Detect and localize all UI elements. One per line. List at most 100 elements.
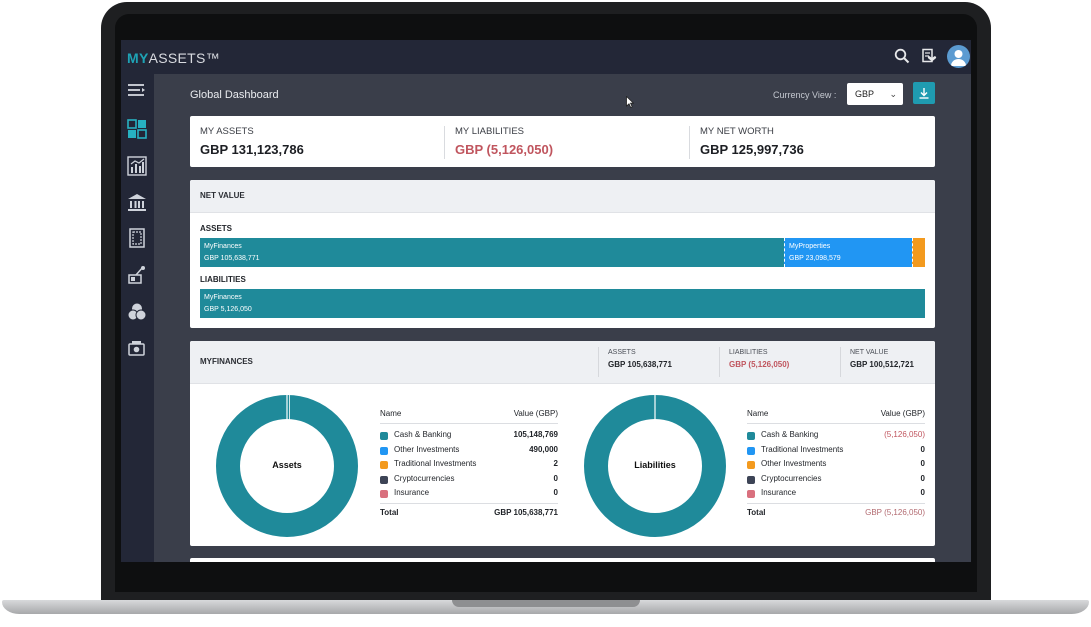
row-name: Cryptocurrencies xyxy=(394,473,455,483)
table-row: Cryptocurrencies 0 xyxy=(380,474,558,486)
row-name: Other Investments xyxy=(394,444,460,454)
table-row: Traditional Investments 2 xyxy=(380,459,558,471)
row-value: 2 xyxy=(553,459,558,468)
my-liabilities-summary: MY LIABILITIES GBP (5,126,050) xyxy=(455,126,554,157)
app-screen: MYASSETS™ xyxy=(121,40,971,562)
currency-selected-value: GBP xyxy=(855,89,875,99)
bar-segment-other[interactable] xyxy=(912,238,925,267)
table-header: Name Value (GBP) xyxy=(747,409,925,418)
bar-segment-myfinances[interactable]: MyFinances GBP 5,126,050 xyxy=(200,289,925,318)
total-row: Total GBP (5,126,050) xyxy=(747,508,925,517)
summary-card: MY ASSETS GBP 131,123,786 MY LIABILITIES… xyxy=(190,116,935,167)
net-value-card: NET VALUE ASSETS MyFinances GBP 105,638,7… xyxy=(190,180,935,328)
collectibles-icon[interactable] xyxy=(126,302,148,324)
row-value: 0 xyxy=(920,459,925,468)
summary-divider xyxy=(689,126,690,159)
dashboard-icon[interactable] xyxy=(126,119,148,141)
table-row: Cash & Banking (5,126,050) xyxy=(747,430,925,442)
properties-bank-icon[interactable] xyxy=(126,192,148,214)
user-avatar-icon[interactable] xyxy=(947,45,970,68)
bar-segment-value: GBP 23,098,579 xyxy=(789,255,841,262)
liabilities-bar: MyFinances GBP 5,126,050 xyxy=(200,289,925,318)
finances-chart-icon[interactable] xyxy=(126,156,148,178)
row-value: 0 xyxy=(553,488,558,497)
stat-divider xyxy=(598,347,599,377)
row-value: 0 xyxy=(920,444,925,454)
row-name: Traditional Investments xyxy=(761,444,844,454)
valuables-icon[interactable] xyxy=(126,265,148,287)
search-icon[interactable] xyxy=(893,48,911,66)
sidebar xyxy=(121,74,154,562)
document-heart-icon[interactable] xyxy=(920,48,938,66)
stat-divider xyxy=(719,347,720,377)
bar-segment-myfinances[interactable]: MyFinances GBP 105,638,771 xyxy=(200,238,784,267)
bar-segment-name: MyProperties xyxy=(789,243,831,250)
bar-segment-value: GBP 105,638,771 xyxy=(204,255,260,262)
myfinances-header: MYFINANCES ASSETS GBP 105,638,771 LIABIL… xyxy=(190,341,935,384)
row-value: 105,148,769 xyxy=(513,430,559,439)
top-bar: MYASSETS™ xyxy=(121,40,971,74)
assets-donut-chart xyxy=(216,394,358,537)
myfinances-card: MYFINANCES ASSETS GBP 105,638,771 LIABIL… xyxy=(190,341,935,546)
row-name: Cash & Banking xyxy=(394,430,452,439)
assets-bar: MyFinances GBP 105,638,771 MyProperties GBP… xyxy=(200,238,925,267)
liabilities-donut-chart xyxy=(584,394,726,537)
download-button[interactable] xyxy=(913,82,935,104)
mouse-cursor-icon xyxy=(626,96,634,108)
total-label: Total xyxy=(380,508,399,517)
summary-divider xyxy=(444,126,445,159)
total-row: Total GBP 105,638,771 xyxy=(380,508,558,517)
download-icon xyxy=(919,88,929,99)
currency-select[interactable]: GBP ⌄ xyxy=(847,83,903,105)
chevron-down-icon: ⌄ xyxy=(889,89,897,99)
legend-swatch xyxy=(380,461,388,469)
myfinances-liabilities-stat: LIABILITIES GBP (5,126,050) xyxy=(729,349,790,369)
legend-swatch xyxy=(747,461,755,469)
header-divider xyxy=(747,423,925,424)
row-name: Cryptocurrencies xyxy=(761,473,822,483)
total-value: GBP (5,126,050) xyxy=(865,508,925,517)
row-value: 0 xyxy=(920,488,925,497)
myfinances-assets-stat: ASSETS GBP 105,638,771 xyxy=(608,349,672,369)
assets-breakdown-table: Name Value (GBP) Cash & Banking 105,148,7… xyxy=(380,409,558,519)
row-name: Insurance xyxy=(394,488,430,497)
my-assets-summary: MY ASSETS GBP 131,123,786 xyxy=(200,126,304,157)
table-row: Traditional Investments 0 xyxy=(747,445,925,457)
documents-icon[interactable] xyxy=(126,228,148,250)
legend-swatch xyxy=(380,432,388,440)
bar-segment-name: MyFinances xyxy=(204,243,242,250)
liabilities-breakdown-table: Name Value (GBP) Cash & Banking (5,126,05… xyxy=(747,409,925,519)
legend-swatch xyxy=(380,446,388,455)
legend-swatch xyxy=(747,475,755,484)
total-divider xyxy=(747,503,925,504)
row-value: 490,000 xyxy=(529,444,558,454)
insurance-icon[interactable] xyxy=(126,339,148,361)
row-name: Traditional Investments xyxy=(394,459,477,468)
table-row: Insurance 0 xyxy=(747,488,925,500)
legend-swatch xyxy=(747,446,755,455)
table-header: Name Value (GBP) xyxy=(380,409,558,418)
table-row: Other Investments 0 xyxy=(747,459,925,471)
net-value-header: NET VALUE xyxy=(190,180,935,213)
table-row: Other Investments 490,000 xyxy=(380,445,558,457)
header-divider xyxy=(380,423,558,424)
row-name: Cash & Banking xyxy=(761,430,819,439)
laptop-base xyxy=(2,600,1089,614)
page-title: Global Dashboard xyxy=(190,89,279,101)
total-divider xyxy=(380,503,558,504)
assets-section-label: ASSETS xyxy=(200,224,233,233)
total-value: GBP 105,638,771 xyxy=(494,508,558,517)
row-value: 0 xyxy=(553,473,558,483)
liabilities-section-label: LIABILITIES xyxy=(200,275,246,284)
table-row: Cash & Banking 105,148,769 xyxy=(380,430,558,442)
bar-segment-myproperties[interactable]: MyProperties GBP 23,098,579 xyxy=(784,238,912,267)
row-value: 0 xyxy=(920,473,925,483)
legend-swatch xyxy=(747,490,755,498)
bar-segment-value: GBP 5,126,050 xyxy=(204,306,252,313)
menu-collapse-icon[interactable] xyxy=(126,82,148,104)
table-row: Insurance 0 xyxy=(380,488,558,500)
liabilities-donut-label: Liabilities xyxy=(634,460,676,470)
app-logo[interactable]: MYASSETS™ xyxy=(127,50,220,66)
myfinances-netvalue-stat: NET VALUE GBP 100,512,721 xyxy=(850,349,914,369)
row-name: Insurance xyxy=(761,488,797,497)
